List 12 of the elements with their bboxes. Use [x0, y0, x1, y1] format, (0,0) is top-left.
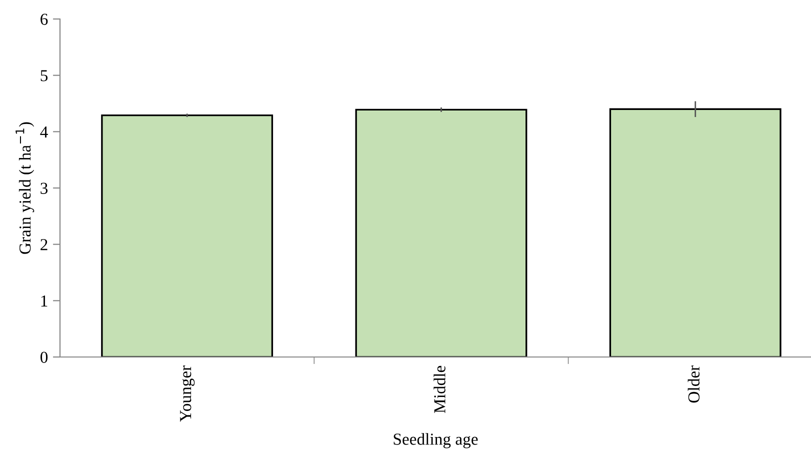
x-tick-label: Middle — [434, 366, 446, 413]
y-tick-label: 6 — [40, 14, 48, 25]
y-tick-label: 2 — [40, 239, 48, 250]
y-tick-label: 5 — [40, 70, 48, 82]
y-tick-label: 1 — [41, 295, 48, 306]
x-tick-label: Younger — [180, 365, 195, 422]
y-tick-label: 0 — [40, 352, 48, 363]
y-axis-title: Grain yield (t ha$^{−1}$) — [16, 122, 34, 254]
x-tick-label: Older — [688, 365, 700, 403]
y-tick-label: 4 — [40, 126, 48, 138]
y-tick-label: 3 — [40, 182, 48, 194]
x-axis-title: Seedling age — [394, 433, 478, 448]
